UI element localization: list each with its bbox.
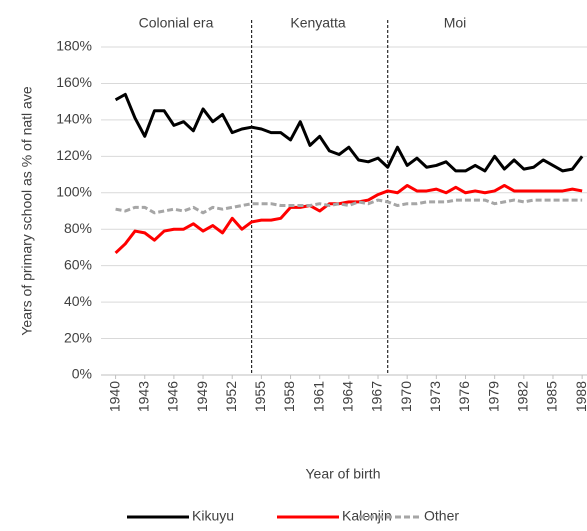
x-tick-label: 1961 [310,381,326,412]
x-tick-label: 1949 [194,381,210,412]
x-tick-label: 1946 [165,381,181,412]
era-label: Colonial era [139,15,214,31]
y-tick-label: 140% [56,111,92,127]
y-tick-label: 40% [64,293,92,309]
x-tick-label: 1988 [573,381,587,412]
legend-label: Kalenjin [342,508,392,524]
series-line [114,183,583,255]
y-tick-label: 160% [56,74,92,90]
x-tick-label: 1958 [281,381,297,412]
series-line [114,92,584,173]
y-tick-label: 180% [56,38,92,54]
x-tick-label: 1976 [456,381,472,412]
x-tick-label: 1985 [544,381,560,412]
y-tick-label: 20% [64,329,92,345]
legend-label: Other [424,508,459,524]
y-tick-label: 100% [56,183,92,199]
x-tick-label: 1943 [135,381,151,412]
series-line [115,198,583,215]
y-axis-title: Years of primary school as % of natl ave [19,86,35,335]
x-tick-label: 1940 [106,381,122,412]
x-tick-label: 1952 [223,381,239,412]
era-label: Kenyatta [290,15,345,31]
y-tick-label: 80% [64,220,92,236]
x-tick-label: 1967 [369,381,385,412]
x-tick-label: 1982 [515,381,531,412]
x-tick-label: 1964 [340,381,356,412]
y-tick-label: 120% [56,147,92,163]
x-tick-label: 1955 [252,381,268,412]
x-tick-label: 1979 [485,381,501,412]
y-tick-label: 60% [64,256,92,272]
x-axis-title: Year of birth [306,466,381,482]
x-tick-label: 1973 [427,381,443,412]
x-tick-label: 1970 [398,381,414,412]
legend-label: Kikuyu [192,508,234,524]
y-tick-label: 0% [72,366,92,382]
era-label: Moi [444,15,467,31]
